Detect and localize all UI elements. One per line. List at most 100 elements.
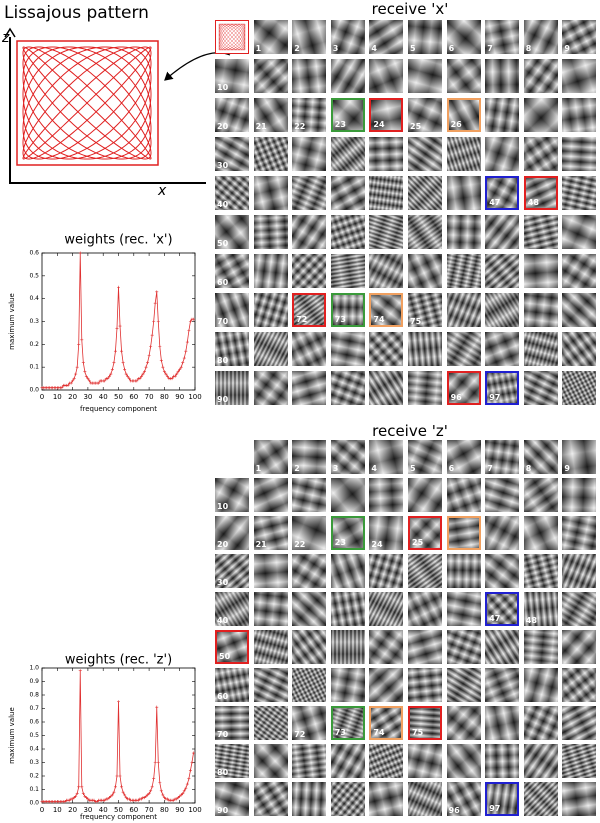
tile xyxy=(292,254,327,288)
tile xyxy=(408,254,442,288)
tile-label: 48 xyxy=(525,616,537,625)
y-axis-label: maximum value xyxy=(8,707,16,764)
tile xyxy=(523,516,558,550)
tile xyxy=(446,215,481,249)
x-tick-label: 20 xyxy=(68,393,77,401)
x-tick-label: 10 xyxy=(53,393,62,401)
data-point xyxy=(60,386,64,390)
tile xyxy=(562,478,597,512)
data-point xyxy=(106,797,110,801)
data-point xyxy=(156,320,160,323)
data-point xyxy=(112,361,116,365)
data-point xyxy=(184,786,188,790)
axis-arrow xyxy=(4,27,16,38)
data-point xyxy=(74,794,78,798)
tile xyxy=(523,59,558,93)
x-tick-label: 10 xyxy=(53,806,62,814)
tile xyxy=(330,554,365,588)
tile: 97 xyxy=(485,371,520,405)
tile xyxy=(523,254,558,288)
tile: 5 xyxy=(408,20,442,54)
tile xyxy=(446,137,481,171)
data-point xyxy=(181,361,185,365)
tile-label: 24 xyxy=(373,120,385,129)
tile xyxy=(485,478,520,512)
data-point xyxy=(158,781,162,785)
x-tick-label: 50 xyxy=(114,393,123,401)
tile xyxy=(369,592,404,626)
data-point xyxy=(110,367,114,371)
tile-label: 97 xyxy=(489,393,501,402)
tile xyxy=(369,668,404,702)
tile xyxy=(485,744,520,778)
data-point xyxy=(71,797,75,801)
tile-label: 60 xyxy=(217,692,229,701)
tile xyxy=(253,215,288,249)
tile: 74 xyxy=(369,293,404,327)
data-point xyxy=(72,796,76,800)
tile xyxy=(408,668,442,702)
data-point xyxy=(152,320,156,323)
tile xyxy=(446,744,481,778)
tile xyxy=(292,478,327,512)
y-tick-label: 0.3 xyxy=(29,759,39,766)
tile xyxy=(485,293,520,327)
y-tick-label: 0.0 xyxy=(29,387,39,394)
data-point xyxy=(182,356,186,360)
x-tick-label: 70 xyxy=(145,806,154,814)
tile xyxy=(330,254,365,288)
data-point xyxy=(185,782,189,786)
tile xyxy=(292,554,327,588)
tile xyxy=(562,215,597,249)
tile xyxy=(253,293,288,327)
tile-label: 50 xyxy=(219,652,231,661)
data-point xyxy=(78,251,82,255)
tile-label: 7 xyxy=(487,44,493,53)
x-axis-label: frequency component xyxy=(80,813,157,821)
tile xyxy=(330,668,365,702)
tile xyxy=(562,554,597,588)
tile: 90 xyxy=(215,782,249,816)
tile xyxy=(408,630,442,664)
thumbnail-curve xyxy=(218,23,246,51)
tile: 60 xyxy=(215,254,249,288)
data-point xyxy=(150,333,154,337)
tile xyxy=(369,215,404,249)
data-point xyxy=(165,374,169,378)
tile xyxy=(408,744,442,778)
tile xyxy=(485,554,520,588)
data-point xyxy=(176,796,180,800)
tile xyxy=(523,706,558,740)
tile xyxy=(523,554,558,588)
tile xyxy=(562,744,597,778)
data-point xyxy=(188,769,192,773)
data-point xyxy=(135,379,139,383)
tile xyxy=(523,668,558,702)
data-point xyxy=(139,797,143,801)
x-tick-label: 90 xyxy=(175,806,184,814)
tile xyxy=(330,630,365,664)
tile xyxy=(562,59,597,93)
tile xyxy=(523,371,558,405)
data-point xyxy=(107,796,111,800)
tile xyxy=(369,744,404,778)
tile: 22 xyxy=(292,98,327,132)
data-point xyxy=(123,793,127,797)
data-point xyxy=(175,797,179,801)
data-point xyxy=(86,377,90,381)
tile-label: 50 xyxy=(217,239,229,248)
tile xyxy=(562,98,597,132)
data-point xyxy=(75,792,79,796)
tile: 7 xyxy=(485,440,520,474)
plot-frame xyxy=(41,667,196,804)
x-tick-label: 60 xyxy=(129,806,138,814)
data-point xyxy=(188,320,192,323)
tile-label: 3 xyxy=(332,44,339,53)
tile: 30 xyxy=(215,137,249,171)
data-point xyxy=(113,785,117,789)
tile: 96 xyxy=(446,782,481,816)
tile-label: 90 xyxy=(217,395,229,404)
tile xyxy=(408,332,442,366)
y-tick-label: 0.4 xyxy=(29,746,39,753)
tile-label: 73 xyxy=(334,315,346,324)
